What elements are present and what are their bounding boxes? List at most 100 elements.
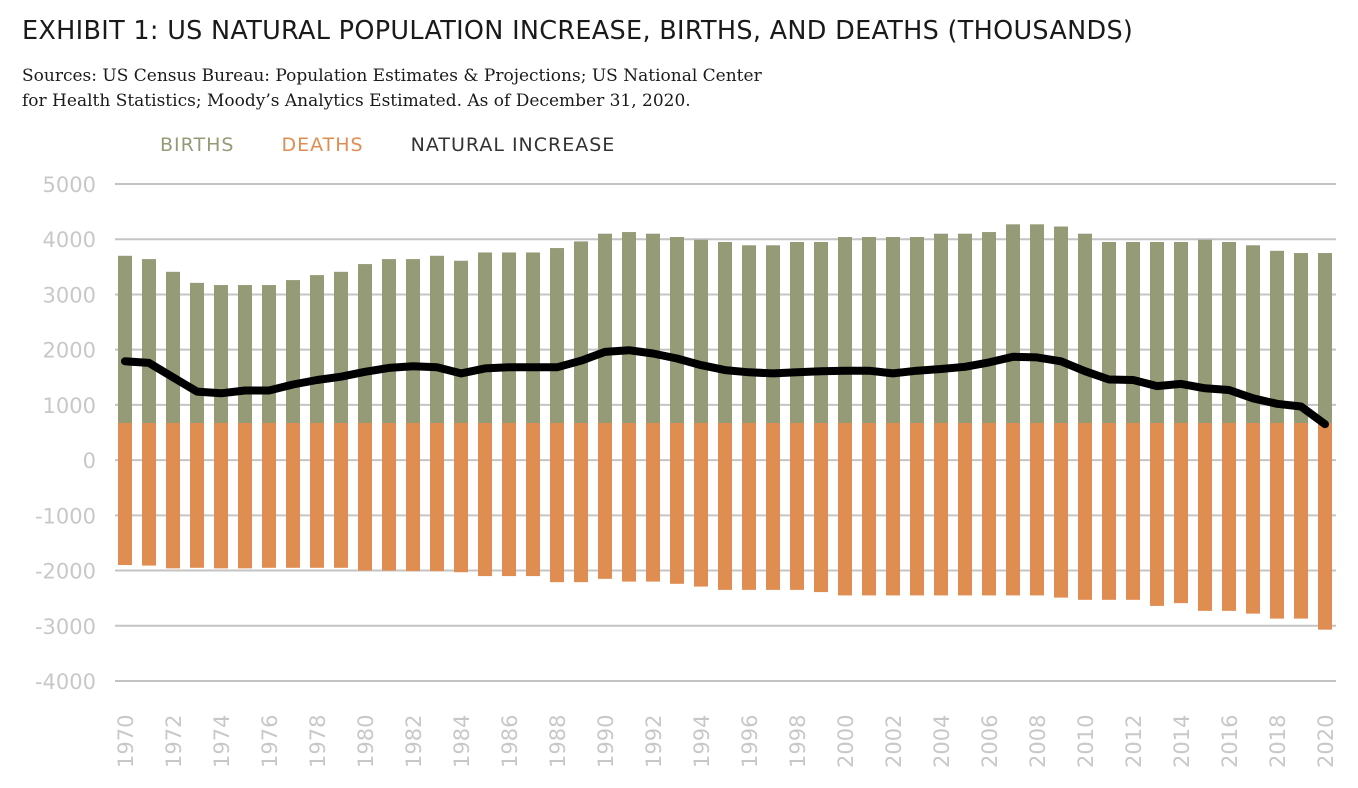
bar-births bbox=[886, 237, 900, 423]
bar-births bbox=[1078, 233, 1092, 423]
x-tick-label: 1972 bbox=[162, 715, 186, 768]
x-tick-label: 1988 bbox=[546, 715, 570, 768]
bar-births bbox=[238, 285, 252, 423]
bar-births bbox=[118, 255, 132, 423]
bar-births bbox=[190, 282, 204, 423]
bar-deaths bbox=[910, 423, 924, 596]
bar-deaths bbox=[214, 423, 228, 569]
x-tick-label: 1974 bbox=[210, 715, 234, 768]
bar-births bbox=[1294, 253, 1308, 423]
y-tick-label: 5000 bbox=[43, 173, 96, 197]
y-tick-label: 0 bbox=[83, 449, 96, 473]
bar-deaths bbox=[550, 423, 564, 583]
bar-deaths bbox=[862, 423, 876, 596]
bar-deaths bbox=[622, 423, 636, 582]
bar-deaths bbox=[310, 423, 324, 568]
bar-births bbox=[1270, 250, 1284, 423]
bar-births bbox=[1318, 253, 1332, 423]
y-tick-label: 4000 bbox=[43, 228, 96, 252]
x-tick-label: 1978 bbox=[306, 715, 330, 768]
bar-deaths bbox=[1174, 423, 1188, 604]
bar-deaths bbox=[1078, 423, 1092, 600]
bar-births bbox=[142, 259, 156, 423]
bar-births bbox=[670, 237, 684, 423]
bar-births bbox=[1150, 241, 1164, 423]
y-tick-label: 2000 bbox=[43, 339, 96, 363]
bar-deaths bbox=[358, 423, 372, 571]
bar-births bbox=[262, 285, 276, 423]
x-tick-label: 1994 bbox=[690, 715, 714, 768]
bar-deaths bbox=[1318, 423, 1332, 630]
bar-births bbox=[598, 233, 612, 423]
bar-births bbox=[646, 233, 660, 423]
bar-deaths bbox=[718, 423, 732, 590]
x-tick-label: 1996 bbox=[738, 715, 762, 768]
x-tick-label: 2016 bbox=[1218, 715, 1242, 768]
bar-deaths bbox=[1006, 423, 1020, 596]
bar-births bbox=[478, 252, 492, 423]
y-tick-label: -2000 bbox=[35, 560, 96, 584]
bar-deaths bbox=[814, 423, 828, 593]
bar-births bbox=[790, 241, 804, 423]
y-tick-label: -1000 bbox=[35, 504, 96, 528]
chart-subtitle: Sources: US Census Bureau: Population Es… bbox=[22, 64, 922, 114]
x-tick-label: 2008 bbox=[1026, 715, 1050, 768]
bar-births bbox=[1126, 241, 1140, 423]
bar-deaths bbox=[838, 423, 852, 596]
bar-births bbox=[430, 255, 444, 423]
bar-deaths bbox=[238, 423, 252, 569]
x-tick-label: 1998 bbox=[786, 715, 810, 768]
y-tick-label: 1000 bbox=[43, 394, 96, 418]
bar-deaths bbox=[118, 423, 132, 566]
bar-births bbox=[526, 252, 540, 423]
bar-deaths bbox=[454, 423, 468, 573]
bar-births bbox=[1030, 224, 1044, 423]
bar-deaths bbox=[430, 423, 444, 572]
bar-births bbox=[622, 232, 636, 423]
bar-deaths bbox=[1126, 423, 1140, 600]
bar-births bbox=[334, 271, 348, 423]
legend-natural-increase: NATURAL INCREASE bbox=[410, 134, 616, 156]
bar-deaths bbox=[382, 423, 396, 571]
bar-deaths bbox=[166, 423, 180, 569]
bar-births bbox=[1054, 226, 1068, 423]
bar-deaths bbox=[790, 423, 804, 590]
bar-births bbox=[1198, 239, 1212, 423]
subtitle-line-2: for Health Statistics; Moody’s Analytics… bbox=[22, 91, 691, 111]
bar-births bbox=[1174, 241, 1188, 423]
bar-deaths bbox=[1150, 423, 1164, 606]
bar-deaths bbox=[598, 423, 612, 579]
bar-deaths bbox=[190, 423, 204, 568]
x-tick-label: 1976 bbox=[258, 715, 282, 768]
bar-deaths bbox=[406, 423, 420, 572]
y-tick-label: -4000 bbox=[35, 670, 96, 694]
bar-births bbox=[766, 245, 780, 423]
bar-deaths bbox=[1054, 423, 1068, 598]
bar-deaths bbox=[670, 423, 684, 584]
bar-births bbox=[814, 241, 828, 423]
legend-deaths: DEATHS bbox=[281, 134, 364, 156]
bar-births bbox=[214, 285, 228, 423]
bar-deaths bbox=[142, 423, 156, 566]
bar-births bbox=[1102, 241, 1116, 423]
bar-births bbox=[694, 239, 708, 423]
x-tick-label: 2014 bbox=[1170, 715, 1194, 768]
bar-deaths bbox=[982, 423, 996, 596]
bar-deaths bbox=[574, 423, 588, 583]
bar-births bbox=[742, 245, 756, 423]
bar-births bbox=[934, 233, 948, 423]
x-tick-label: 1970 bbox=[114, 715, 138, 768]
bar-deaths bbox=[646, 423, 660, 582]
bar-deaths bbox=[694, 423, 708, 587]
x-tick-label: 1986 bbox=[498, 715, 522, 768]
chart-legend: BIRTHS DEATHS NATURAL INCREASE bbox=[160, 134, 655, 156]
x-tick-label: 1990 bbox=[594, 715, 618, 768]
bar-deaths bbox=[958, 423, 972, 596]
x-tick-label: 1982 bbox=[402, 715, 426, 768]
subtitle-line-1: Sources: US Census Bureau: Population Es… bbox=[22, 66, 762, 86]
y-tick-label: 3000 bbox=[43, 283, 96, 307]
bar-births bbox=[718, 241, 732, 423]
bar-births bbox=[1006, 224, 1020, 423]
legend-births: BIRTHS bbox=[160, 134, 235, 156]
